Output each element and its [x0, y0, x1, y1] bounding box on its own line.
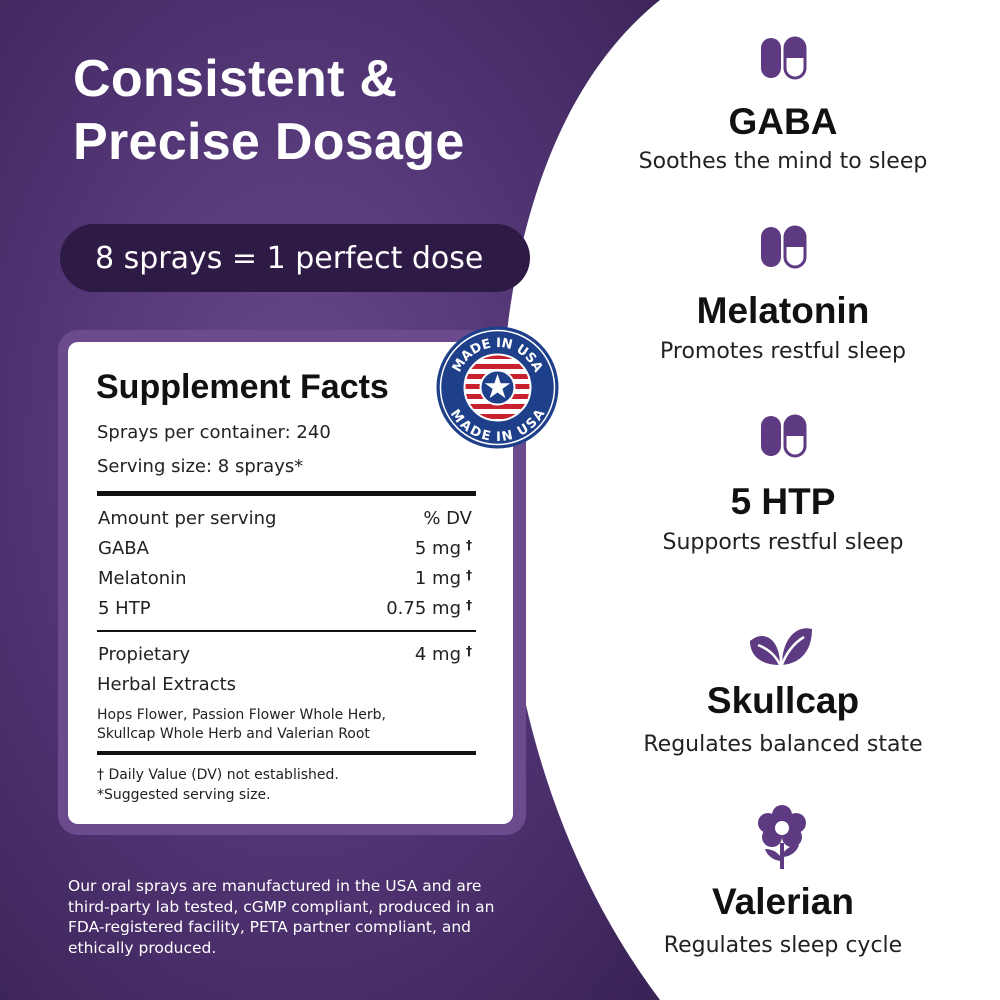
ingredient-description: Supports restful sleep — [662, 530, 904, 555]
ingredient-name: Skullcap — [706, 680, 860, 721]
facts-row-label: GABA — [98, 538, 149, 559]
facts-row-label: Melatonin — [98, 568, 187, 589]
statement-line: third-party lab tested, cGMP compliant, … — [68, 897, 495, 916]
dagger-mark: † — [466, 598, 472, 612]
headline: Consistent & Precise Dosage — [73, 48, 465, 174]
ingredient-description: Regulates balanced state — [643, 732, 923, 757]
ingredient-name: 5 HTP — [730, 481, 836, 522]
extracts-list-line-2: Skullcap Whole Herb and Valerian Root — [97, 726, 370, 742]
flower-icon — [758, 805, 806, 869]
amount-per-serving-label: Amount per serving — [98, 508, 277, 529]
facts-row-label: 5 HTP — [98, 598, 151, 619]
footnote-dv: † Daily Value (DV) not established. — [97, 767, 339, 783]
serving-size: Serving size: 8 sprays* — [97, 456, 304, 477]
ingredient-name: Melatonin — [696, 290, 870, 331]
facts-row-value: 0.75 mg — [386, 598, 461, 619]
ingredient-description: Promotes restful sleep — [660, 339, 906, 364]
headline-line-2: Precise Dosage — [73, 113, 465, 171]
facts-title: Supplement Facts — [96, 368, 389, 406]
facts-header-row: Amount per serving % DV — [98, 508, 472, 529]
thin-divider — [97, 630, 476, 632]
ingredient-name: GABA — [728, 101, 838, 142]
facts-row-5htp: 5 HTP 0.75 mg † — [98, 598, 472, 619]
proprietary-label: Propietary — [98, 644, 191, 665]
capsule-icon — [761, 36, 807, 80]
ingredient-description: Soothes the mind to sleep — [638, 149, 928, 174]
capsule-icon — [761, 414, 807, 458]
dose-pill: 8 sprays = 1 perfect dose — [60, 224, 530, 292]
thick-divider — [97, 491, 476, 496]
ingredient-name: Valerian — [712, 881, 854, 922]
dv-label: % DV — [423, 508, 472, 529]
statement-line: FDA-registered facility, PETA partner co… — [68, 918, 472, 936]
facts-row-melatonin: Melatonin 1 mg † — [98, 568, 472, 589]
dagger-mark: † — [466, 538, 472, 552]
dagger-mark: † — [466, 568, 472, 582]
facts-row-value: 1 mg — [414, 568, 461, 589]
supplement-facts-card: Supplement Facts Sprays per container: 2… — [68, 342, 513, 824]
herbal-extracts-label: Herbal Extracts — [97, 674, 237, 695]
proprietary-value: 4 mg — [414, 644, 461, 665]
thick-divider — [97, 751, 476, 755]
headline-line-1: Consistent & — [73, 50, 398, 108]
manufacturing-statement: Our oral sprays are manufactured in the … — [68, 876, 528, 958]
facts-row-value: 5 mg — [414, 538, 461, 559]
statement-line: ethically produced. — [68, 938, 217, 957]
capsule-icon — [761, 225, 807, 269]
sprays-per-container: Sprays per container: 240 — [97, 422, 331, 443]
facts-row-proprietary: Propietary 4 mg † — [98, 644, 472, 665]
facts-row-gaba: GABA 5 mg † — [98, 538, 472, 559]
made-in-usa-badge: MADE IN USA MADE IN USA — [436, 326, 559, 449]
statement-line: Our oral sprays are manufactured in the … — [68, 877, 482, 895]
footnote-serving: *Suggested serving size. — [97, 787, 271, 803]
dagger-mark: † — [466, 644, 472, 658]
ingredient-description: Regulates sleep cycle — [663, 933, 903, 958]
extracts-list-line-1: Hops Flower, Passion Flower Whole Herb, — [97, 707, 386, 723]
leaves-icon — [750, 628, 812, 668]
